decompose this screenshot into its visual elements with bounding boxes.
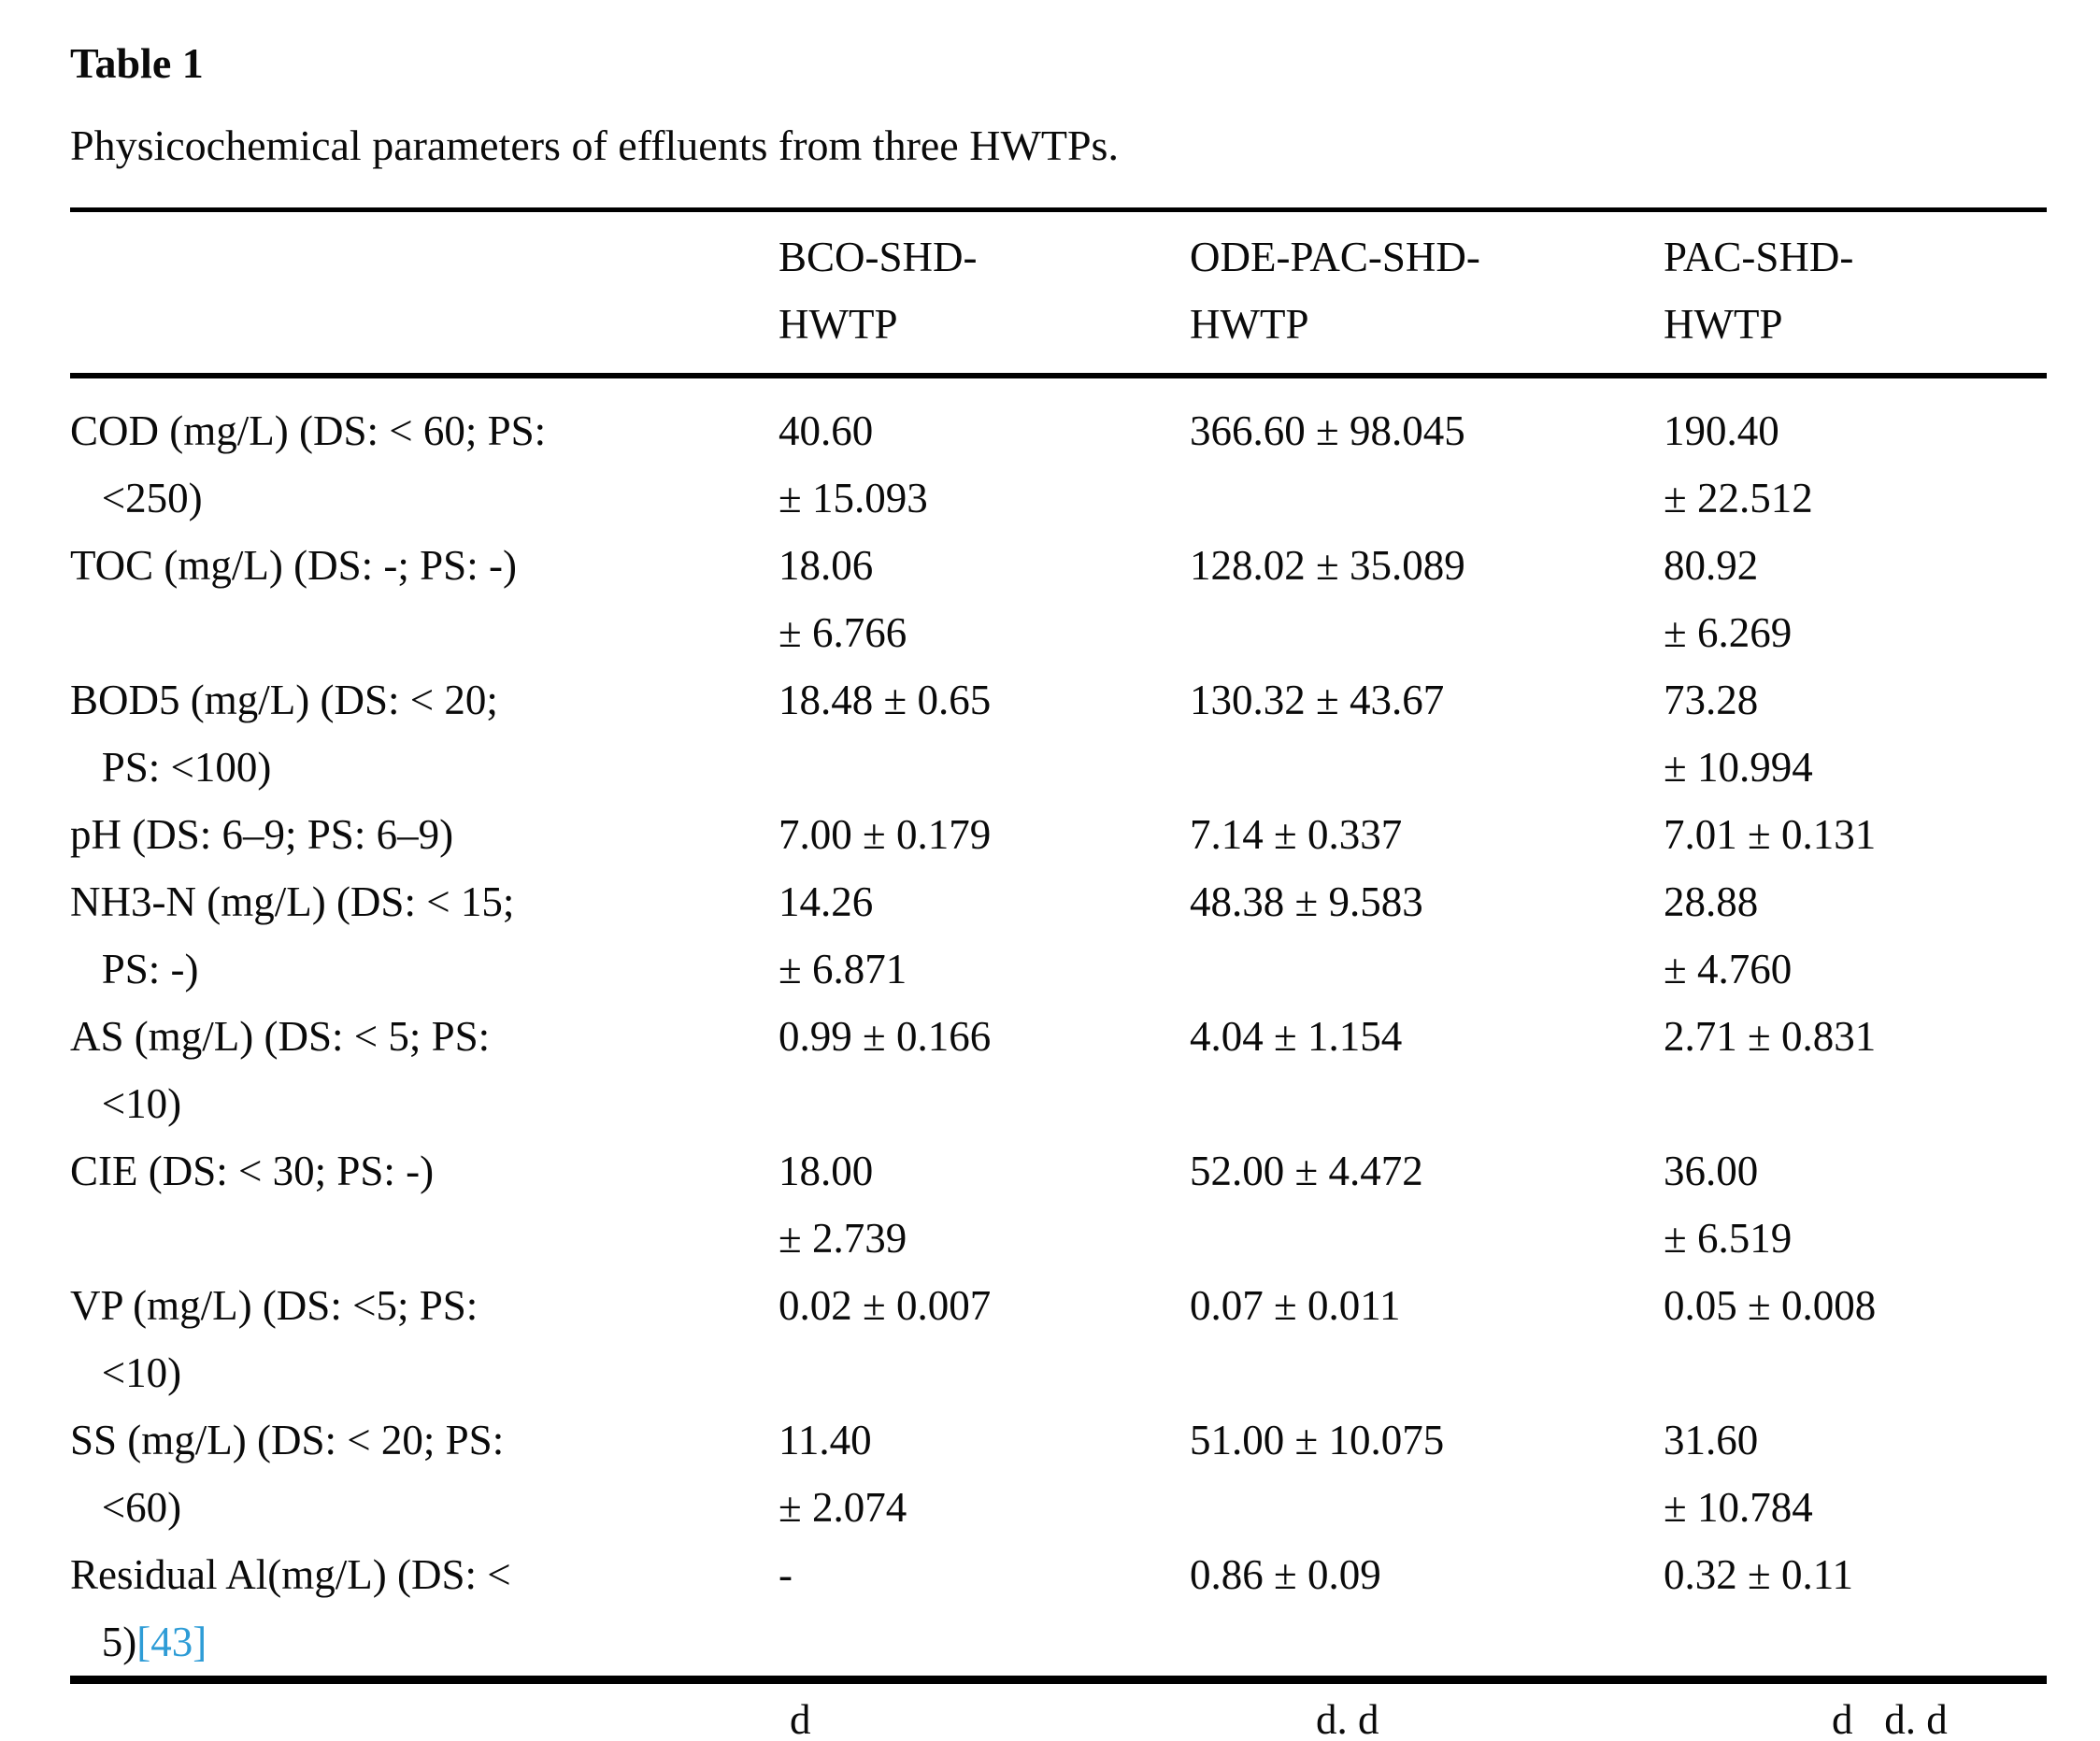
value-cell: 7.14 ± 0.337 (1190, 811, 1403, 858)
value-cell: 128.02 ± 35.089 (1190, 542, 1465, 589)
table-body: COD (mg/L) (DS: < 60; PS: <250) 40.60 ± … (70, 397, 2047, 1676)
column-header-bco-shd-hwtp: BCO-SHD- HWTP (779, 234, 978, 348)
value-cell: 11.40 ± 2.074 (779, 1417, 907, 1531)
footnote-fragment: d (790, 1699, 811, 1741)
value-cell: 18.48 ± 0.65 (779, 677, 992, 723)
footnote-fragment: d. d (1316, 1699, 1379, 1741)
value-cell: 366.60 ± 98.045 (1190, 407, 1465, 454)
row-label: BOD5 (mg/L) (DS: < 20; PS: <100) (70, 677, 498, 791)
value-cell: 7.00 ± 0.179 (779, 811, 992, 858)
table-caption: Physicochemical parameters of effluents … (70, 121, 1119, 169)
value-cell: 130.32 ± 43.67 (1190, 677, 1445, 723)
value-cell: 0.99 ± 0.166 (779, 1013, 992, 1060)
row-label: COD (mg/L) (DS: < 60; PS: <250) (70, 407, 547, 521)
row-label: CIE (DS: < 30; PS: -) (70, 1148, 435, 1194)
row-label-text: Residual Al(mg/L) (DS: < 5) (70, 1551, 511, 1665)
value-cell: 31.60 ± 10.784 (1664, 1417, 1813, 1531)
value-cell: 14.26 ± 6.871 (779, 878, 907, 992)
value-cell: 48.38 ± 9.583 (1190, 878, 1423, 925)
value-cell: 0.32 ± 0.11 (1664, 1551, 1854, 1598)
clipped-footnote-line: d d. d d d. d (0, 1699, 2100, 1741)
row-label: AS (mg/L) (DS: < 5; PS: <10) (70, 1013, 491, 1127)
value-cell: 7.01 ± 0.131 (1664, 811, 1877, 858)
row-label: NH3-N (mg/L) (DS: < 15; PS: -) (70, 878, 515, 992)
column-header-pac-shd-hwtp: PAC-SHD- HWTP (1664, 234, 1854, 348)
footnote-fragment: d d. d (1832, 1699, 1948, 1741)
value-cell: 2.71 ± 0.831 (1664, 1013, 1877, 1060)
value-cell: 18.00 ± 2.739 (779, 1148, 907, 1262)
value-cell: 0.05 ± 0.008 (1664, 1282, 1877, 1329)
value-cell: 18.06 ± 6.766 (779, 542, 907, 656)
table-header-row: BCO-SHD- HWTP ODE-PAC-SHD- HWTP PAC-SHD-… (70, 223, 2047, 358)
value-cell: 51.00 ± 10.075 (1190, 1417, 1445, 1463)
value-cell: 80.92 ± 6.269 (1664, 542, 1793, 656)
top-rule (70, 207, 2047, 212)
value-cell: 40.60 ± 15.093 (779, 407, 928, 521)
value-cell: 73.28 ± 10.994 (1664, 677, 1813, 791)
row-label: SS (mg/L) (DS: < 20; PS: <60) (70, 1417, 505, 1531)
table-page: Table 1 Physicochemical parameters of ef… (70, 39, 2047, 1684)
value-cell: 0.02 ± 0.007 (779, 1282, 992, 1329)
row-label: Residual Al(mg/L) (DS: < 5)[43] (70, 1541, 779, 1676)
value-cell: 52.00 ± 4.472 (1190, 1148, 1423, 1194)
value-cell: 4.04 ± 1.154 (1190, 1013, 1403, 1060)
table-number-title: Table 1 (70, 39, 204, 87)
value-cell: 0.86 ± 0.09 (1190, 1551, 1381, 1598)
row-label: VP (mg/L) (DS: <5; PS: <10) (70, 1282, 479, 1396)
bottom-rule (70, 1676, 2047, 1684)
value-cell: - (779, 1551, 793, 1598)
row-label: TOC (mg/L) (DS: -; PS: -) (70, 542, 517, 589)
column-header-empty (70, 223, 779, 358)
value-cell: 190.40 ± 22.512 (1664, 407, 1813, 521)
row-label: pH (DS: 6–9; PS: 6–9) (70, 811, 454, 858)
header-body-rule (70, 373, 2047, 378)
citation-link-43[interactable]: [43] (136, 1619, 207, 1665)
column-header-ode-pac-shd-hwtp: ODE-PAC-SHD- HWTP (1190, 234, 1480, 348)
value-cell: 36.00 ± 6.519 (1664, 1148, 1793, 1262)
value-cell: 28.88 ± 4.760 (1664, 878, 1793, 992)
value-cell: 0.07 ± 0.011 (1190, 1282, 1401, 1329)
